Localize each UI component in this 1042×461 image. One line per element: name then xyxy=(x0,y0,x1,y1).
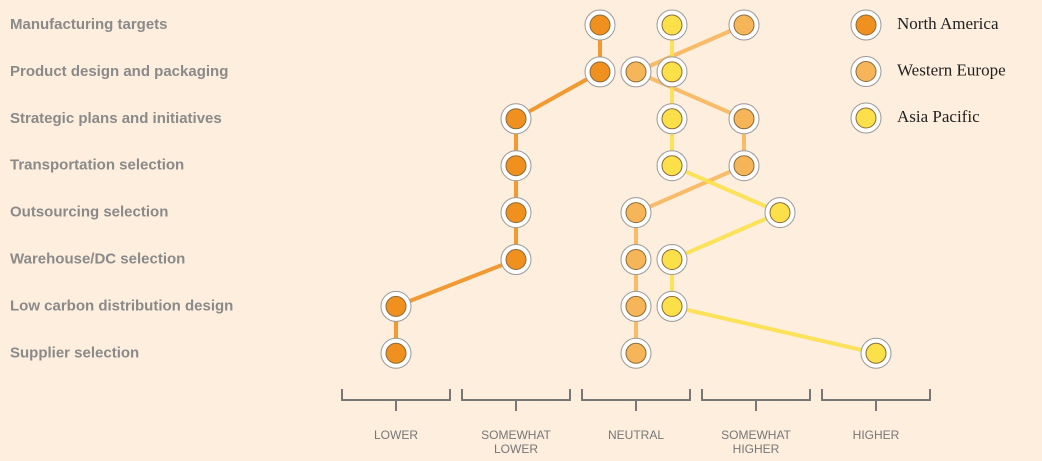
legend-label: Western Europe xyxy=(897,60,1006,79)
marker xyxy=(589,61,611,83)
legend-label: North America xyxy=(897,14,999,33)
series-line xyxy=(670,25,877,356)
x-bracket xyxy=(821,389,931,411)
marker xyxy=(505,155,527,177)
x-tick-label: LOWER xyxy=(373,428,418,442)
x-bracket xyxy=(341,389,451,411)
category-label: Outsourcing selection xyxy=(10,204,168,221)
marker xyxy=(865,342,887,364)
x-bracket xyxy=(701,389,811,411)
marker xyxy=(625,61,647,83)
marker xyxy=(625,249,647,270)
marker xyxy=(661,61,683,83)
x-tick-label: NEUTRAL xyxy=(607,428,664,442)
marker xyxy=(625,295,647,317)
marker xyxy=(661,295,683,317)
category-label: Supplier selection xyxy=(10,344,139,361)
category-label: Transportation selection xyxy=(10,157,184,174)
x-tick-label: SOMEWHAT LOWER xyxy=(481,428,551,456)
legend-swatch xyxy=(855,107,877,129)
marker xyxy=(661,249,683,270)
series-line xyxy=(394,25,602,354)
category-label: Product design and packaging xyxy=(10,63,228,80)
x-tick-label: SOMEWHAT HIGHER xyxy=(721,428,791,456)
marker xyxy=(733,108,755,130)
x-tick-label: HIGHER xyxy=(852,428,900,442)
legend-swatch xyxy=(855,61,877,82)
marker xyxy=(385,295,407,317)
marker xyxy=(589,14,611,36)
legend-swatch xyxy=(855,14,877,36)
marker xyxy=(661,155,683,177)
legend-label: Asia Pacific xyxy=(897,107,980,126)
category-label: Low carbon distribution design xyxy=(10,297,233,314)
category-label: Warehouse/DC selection xyxy=(10,250,185,267)
marker xyxy=(385,342,407,364)
marker xyxy=(733,14,755,36)
marker xyxy=(661,14,683,36)
marker xyxy=(661,108,683,130)
marker xyxy=(769,202,791,224)
marker xyxy=(505,202,527,224)
category-label: Strategic plans and initiatives xyxy=(10,110,222,127)
x-bracket xyxy=(461,389,571,411)
marker xyxy=(625,202,647,224)
x-bracket xyxy=(581,389,691,411)
marker xyxy=(733,155,755,177)
category-label: Manufacturing targets xyxy=(10,16,168,33)
marker xyxy=(625,342,647,364)
marker xyxy=(505,249,527,270)
marker xyxy=(505,108,527,130)
